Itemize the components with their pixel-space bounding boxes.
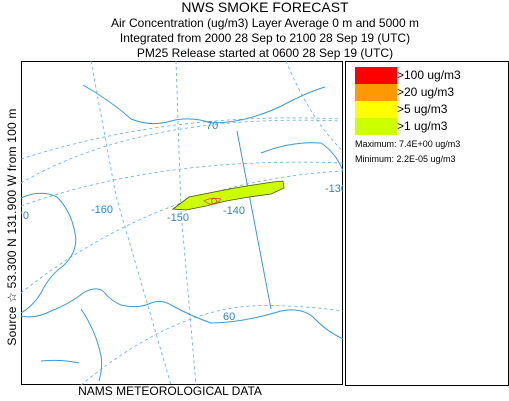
parallel-line [21,117,342,160]
legend-row-5: >5 ug/m3 [355,101,495,118]
legend-swatch-yellow [355,101,397,118]
meridian-line [285,61,343,152]
meridian-line [21,119,342,184]
lon-label: -170 [21,210,29,222]
lon-label: -140 [223,205,245,217]
legend-panel: >100 ug/m3 >20 ug/m3 >5 ug/m3 >1 ug/m3 M… [345,61,509,386]
parallel-line [21,170,343,294]
smoke-contour-5 [203,197,222,205]
legend-label: >100 ug/m3 [397,68,461,82]
data-source-footer: NAMS METEOROLOGICAL DATA [78,384,262,398]
chart-title: NWS SMOKE FORECAST [181,0,349,15]
legend-row-1: >1 ug/m3 [355,118,495,135]
legend-swatch-lime [355,118,397,135]
graticule [21,61,343,385]
subtitle-release: PM25 Release started at 0600 28 Sep 19 (… [136,46,394,60]
parallel-line [80,305,343,385]
border-line [236,130,272,310]
source-marker [211,198,217,204]
map-panel: -170 -160 -150 -140 -130 70 60 [21,61,343,385]
legend-row-100: >100 ug/m3 [355,67,495,84]
meridian-line [175,61,197,385]
lon-label: -160 [91,204,113,216]
legend-label: >20 ug/m3 [397,85,455,99]
lat-label: 70 [206,120,218,132]
lat-label: 60 [223,311,235,323]
coastline [21,84,343,382]
maximum-value: Maximum: 7.4E+00 ug/m3 [355,139,461,149]
legend-swatch-red [355,67,397,84]
legend-swatch-orange [355,84,397,101]
smoke-plume [171,180,285,211]
legend-label: >5 ug/m3 [397,102,448,116]
lon-label: -150 [167,212,189,224]
subtitle-integration: Integrated from 2000 28 Sep to 2100 28 S… [119,31,411,45]
lon-label: -130 [325,183,343,195]
subtitle-concentration: Air Concentration (ug/m3) Layer Average … [111,16,419,30]
source-location-label: Source ☆ 53.300 N 131.900 W from 100 m [5,108,19,346]
legend-label: >1 ug/m3 [397,119,448,133]
legend-row-20: >20 ug/m3 [355,84,495,101]
minimum-value: Minimum: 2.2E-05 ug/m3 [355,154,456,164]
